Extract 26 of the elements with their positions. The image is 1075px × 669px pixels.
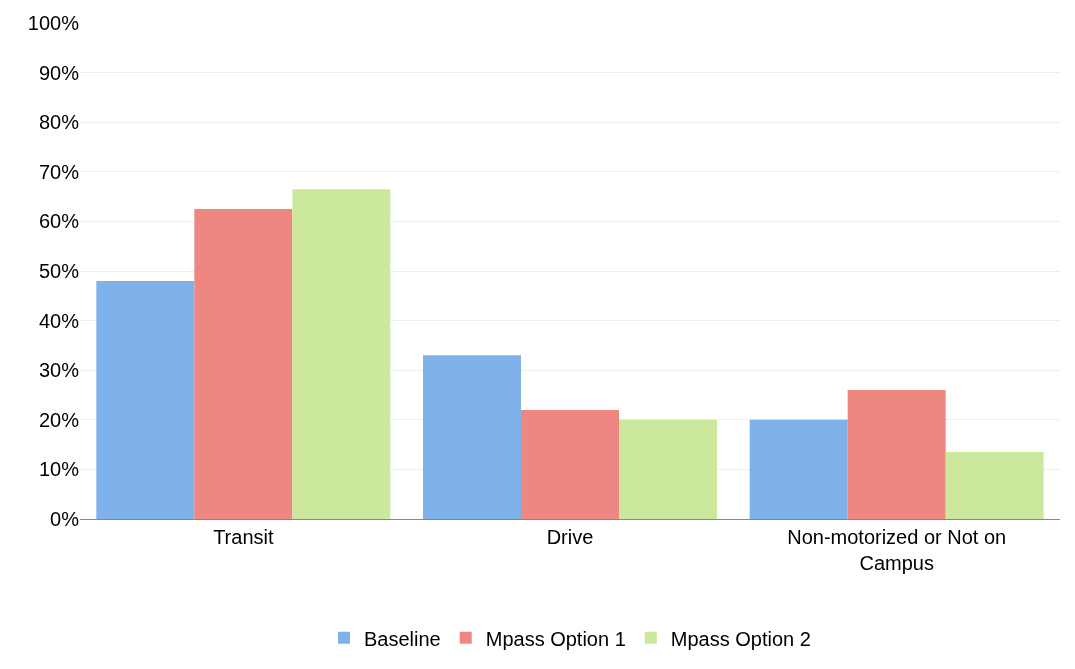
y-tick-label: 20% xyxy=(38,408,80,431)
y-tick-label: 70% xyxy=(38,160,80,183)
y-tick-label: 10% xyxy=(38,458,80,481)
legend-label: Mpass Option 2 xyxy=(670,627,811,650)
bar xyxy=(945,452,1044,519)
y-tick-label: 60% xyxy=(38,210,80,233)
legend-label: Baseline xyxy=(364,627,441,650)
y-tick-label: 30% xyxy=(38,359,80,382)
bar xyxy=(292,189,391,519)
legend-label: Mpass Option 1 xyxy=(485,627,626,650)
x-tick-label: Drive xyxy=(546,526,594,548)
y-tick-label: 0% xyxy=(50,508,80,530)
y-tick-label: 90% xyxy=(38,61,80,84)
bar xyxy=(194,209,293,519)
x-tick-label: Transit xyxy=(213,526,274,548)
bar xyxy=(423,355,521,519)
bar xyxy=(521,409,619,519)
y-tick-label: 40% xyxy=(38,309,80,332)
bar xyxy=(749,419,848,519)
bar xyxy=(96,280,195,519)
bar xyxy=(619,419,717,519)
x-tick-label: Non-motorized or Not on Campus xyxy=(787,526,1007,574)
y-tick-label: 100% xyxy=(27,12,80,34)
y-tick-label: 50% xyxy=(38,260,80,282)
bar xyxy=(847,390,946,519)
y-tick-label: 80% xyxy=(38,111,80,134)
